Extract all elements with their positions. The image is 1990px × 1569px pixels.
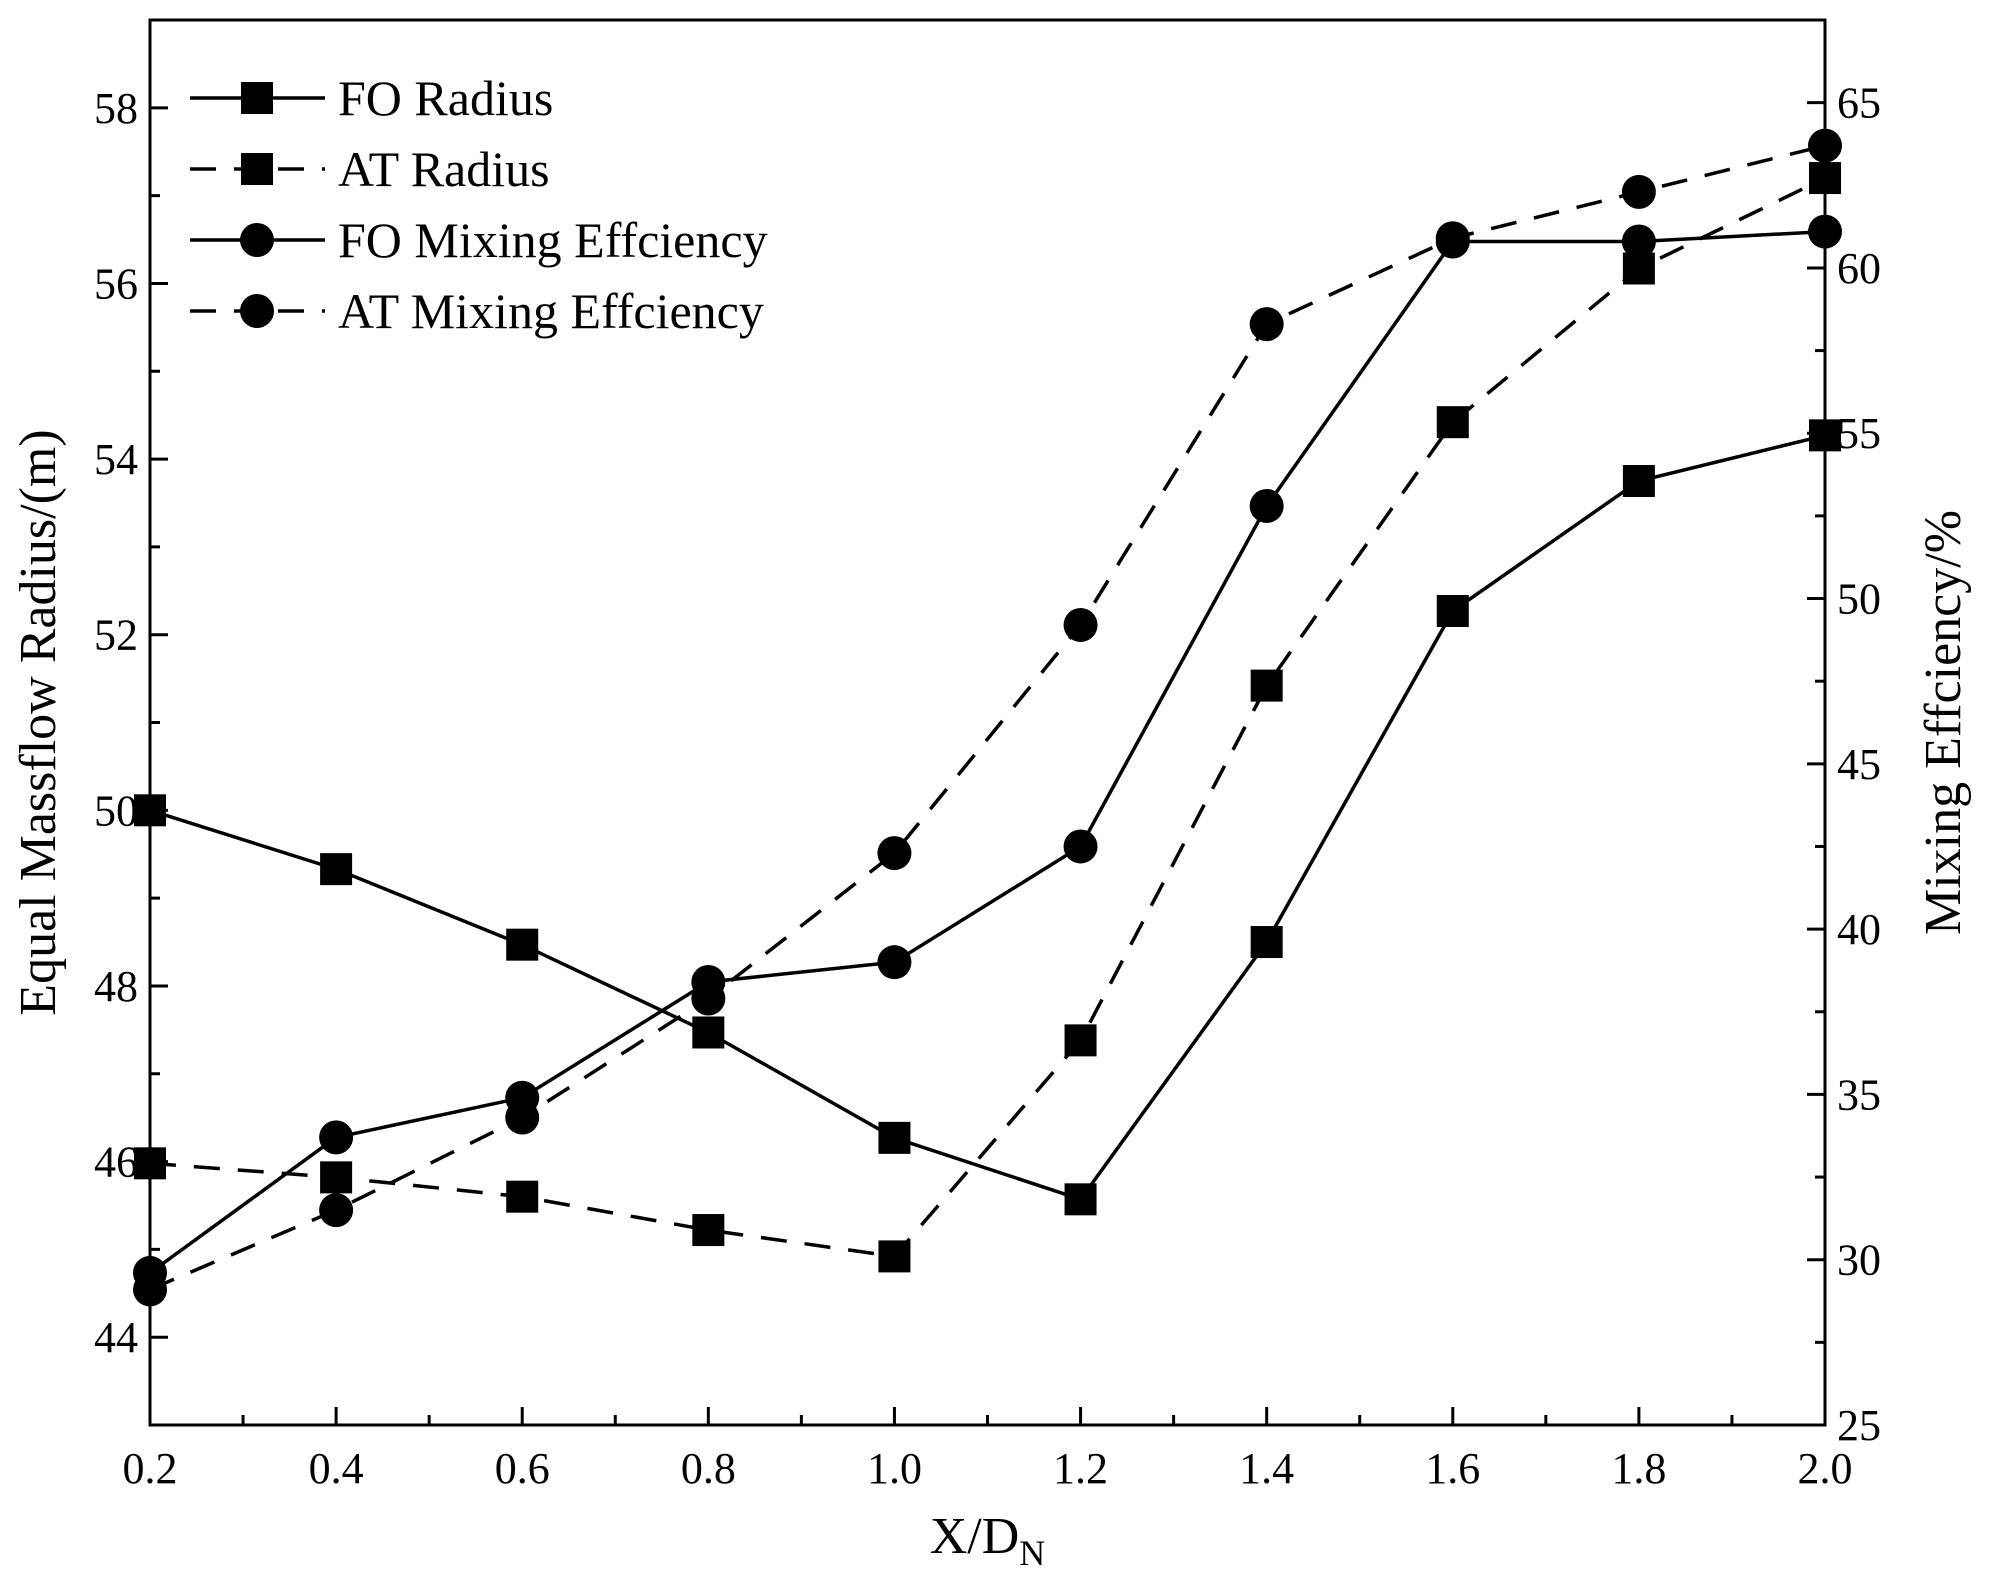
legend-entry: FO Radius [190, 70, 553, 126]
data-point [1064, 1183, 1097, 1216]
y-right-tick-label: 50 [1837, 575, 1881, 624]
x-tick-label: 1.2 [1053, 1444, 1108, 1493]
data-point [1249, 307, 1284, 342]
x-axis-title: X/DN [930, 1508, 1046, 1569]
legend-label: AT Radius [338, 141, 550, 197]
x-tick-label: 1.6 [1425, 1444, 1480, 1493]
x-tick-label: 0.8 [681, 1444, 736, 1493]
y-right-tick-label: 65 [1837, 79, 1881, 128]
series-fo-mixing-effciency [133, 214, 1842, 1290]
data-point [319, 1193, 354, 1228]
legend: FO Radius AT Radius FO Mixing Effciency AT … [190, 70, 768, 339]
data-point [1622, 465, 1655, 498]
series-line [149, 433, 1826, 1202]
data-point [877, 836, 912, 871]
legend-marker [241, 153, 273, 185]
data-point [506, 928, 539, 961]
legend-entry: AT Mixing Effciency [190, 283, 764, 339]
legend-entry: FO Mixing Effciency [190, 212, 768, 268]
x-tick-label: 1.4 [1239, 1444, 1294, 1493]
data-point [506, 1180, 539, 1213]
legend-entry: AT Radius [190, 141, 550, 197]
data-point [1436, 406, 1469, 439]
legend-marker [240, 294, 274, 328]
y-left-tick-label: 52 [94, 611, 138, 660]
data-point [505, 1100, 540, 1135]
y-left-tick-label: 54 [94, 435, 138, 484]
y-right-tick-label: 30 [1837, 1236, 1881, 1285]
x-axis-title-main: X/D [930, 1508, 1020, 1565]
y-right-tick-label: 35 [1837, 1070, 1881, 1119]
series-line [148, 229, 1826, 1275]
data-point [1621, 174, 1656, 209]
data-point [1063, 829, 1098, 864]
data-point [320, 853, 353, 886]
legend-label: AT Mixing Effciency [338, 283, 764, 339]
data-point [320, 1161, 353, 1194]
legend-label: FO Mixing Effciency [338, 212, 768, 268]
data-point [1064, 1024, 1097, 1057]
y-left-tick-label: 44 [94, 1313, 138, 1362]
data-point [319, 1120, 354, 1155]
y-right-axis-title: Mixing Effciency/% [1915, 510, 1972, 935]
data-point [692, 1214, 725, 1247]
data-point [878, 1121, 911, 1154]
legend-label: FO Radius [338, 70, 553, 126]
axes: 0.2 0.4 0.6 0.8 1.0 1.2 1.4 1.6 1.8 2.0 44 46 48 50 52… [10, 18, 1972, 1569]
data-point [1250, 669, 1283, 702]
data-point [1249, 488, 1284, 523]
y-left-tick-label: 46 [94, 1138, 138, 1187]
data-point [1435, 221, 1470, 256]
y-left-tick-label: 50 [94, 786, 138, 835]
data-point [1063, 607, 1098, 642]
data-point [692, 1016, 725, 1049]
data-point [877, 945, 912, 980]
series-fo-radius [134, 419, 1841, 1216]
y-right-tick-label: 45 [1837, 740, 1881, 789]
x-tick-label: 0.4 [309, 1444, 364, 1493]
x-tick-label: 1.8 [1611, 1444, 1666, 1493]
x-tick-label: 1.0 [867, 1444, 922, 1493]
series-line [149, 176, 1826, 1259]
y-right-tick-label: 55 [1837, 409, 1881, 458]
legend-marker [240, 223, 274, 257]
y-right-tick-label: 40 [1837, 905, 1881, 954]
data-point [1436, 594, 1469, 627]
x-tick-label: 0.2 [123, 1444, 178, 1493]
series-at-mixing-effciency [133, 128, 1842, 1307]
y-left-axis-title: Equal Massflow Radius/(m) [10, 429, 67, 1015]
data-point [1250, 926, 1283, 959]
data-point [1621, 224, 1656, 259]
legend-marker [241, 82, 273, 114]
x-tick-label: 2.0 [1798, 1444, 1853, 1493]
series-line [149, 143, 1826, 1292]
y-left-tick-label: 58 [94, 84, 138, 133]
data-point [878, 1240, 911, 1273]
y-left-tick-label: 48 [94, 962, 138, 1011]
y-left-tick-label: 56 [94, 259, 138, 308]
y-right-tick-label: 60 [1837, 244, 1881, 293]
x-axis-title-sub: N [1019, 1533, 1045, 1569]
x-tick-label: 0.6 [495, 1444, 550, 1493]
data-point [691, 981, 726, 1016]
y-right-tick-label: 25 [1837, 1401, 1881, 1450]
